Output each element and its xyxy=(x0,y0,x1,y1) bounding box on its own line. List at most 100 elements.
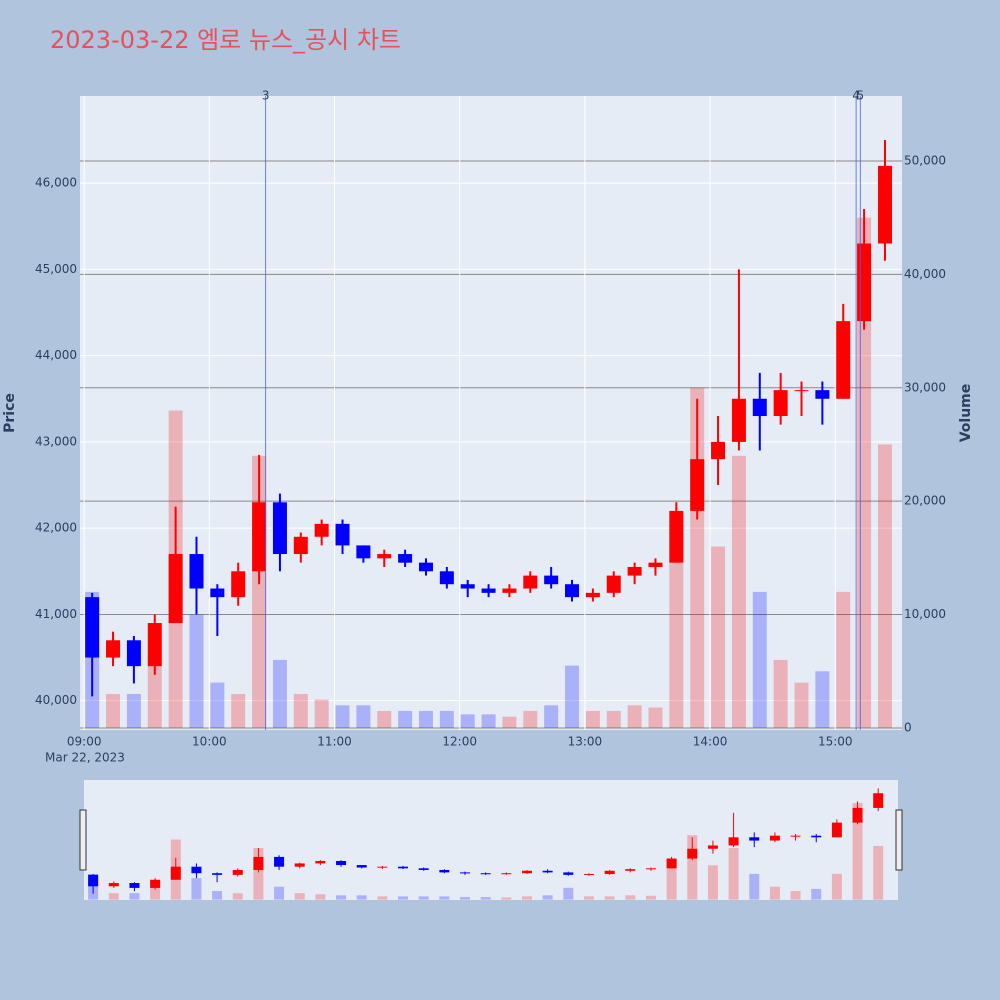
candle-body xyxy=(314,523,329,537)
candle-body xyxy=(836,321,851,399)
volume-bar xyxy=(502,716,517,728)
volume-bar xyxy=(544,705,559,728)
volume-bar xyxy=(126,693,141,728)
range-slider[interactable] xyxy=(84,780,898,900)
slider-volume-bar xyxy=(108,893,119,900)
slider-volume-bar xyxy=(645,895,656,900)
volume-bar xyxy=(523,710,538,728)
x-tick-label: 14:00 xyxy=(693,735,728,749)
slider-candle-body xyxy=(707,845,718,849)
x-tick-label: 09:00 xyxy=(67,735,102,749)
x-tick-label: 11:00 xyxy=(317,735,352,749)
slider-volume-bar xyxy=(439,896,450,900)
candle-body xyxy=(669,510,684,563)
slider-volume-bar xyxy=(294,893,305,900)
volume-bar xyxy=(189,614,204,728)
slider-volume-bar xyxy=(666,860,677,900)
slider-volume-bar xyxy=(356,895,367,900)
candle-body xyxy=(711,441,726,460)
candle-body xyxy=(439,571,454,585)
candle-body xyxy=(815,390,830,399)
y-tick-label: 45,000 xyxy=(35,262,77,276)
slider-volume-bar xyxy=(150,886,161,900)
slider-volume-bar xyxy=(749,873,760,900)
volume-bar xyxy=(836,591,851,728)
volume-bar xyxy=(669,523,684,728)
x-tick-label: 15:00 xyxy=(818,735,853,749)
volume-bar xyxy=(356,705,371,728)
slider-candle-body xyxy=(645,868,656,870)
range-handle[interactable] xyxy=(79,809,87,871)
volume-bar xyxy=(773,659,788,728)
y-tick-label: 42,000 xyxy=(35,521,77,535)
slider-volume-bar xyxy=(707,865,718,900)
candle-body xyxy=(168,554,183,624)
slider-candle-body xyxy=(356,865,367,868)
news-label: 3 xyxy=(262,89,270,103)
slider-volume-bar xyxy=(542,895,553,900)
slider-candle-body xyxy=(336,860,347,866)
slider-candle-body xyxy=(253,856,264,870)
volume-bar xyxy=(565,665,580,728)
x-tick-label: 12:00 xyxy=(442,735,477,749)
slider-candle-body xyxy=(852,807,863,823)
slider-volume-bar xyxy=(604,896,615,900)
slider-candle-body xyxy=(604,870,615,875)
slider-volume-bar xyxy=(253,848,264,900)
slider-candle-body xyxy=(150,879,161,888)
slider-candle-body xyxy=(831,822,842,838)
slider-candle-body xyxy=(315,860,326,864)
slider-candle-body xyxy=(873,793,884,808)
candle-body xyxy=(752,398,767,417)
slider-volume-bar xyxy=(521,896,532,900)
candle-body xyxy=(502,588,517,593)
slider-volume-bar xyxy=(460,897,471,900)
y-tick-label: 44,000 xyxy=(35,348,77,362)
slider-volume-bar xyxy=(191,878,202,900)
volume-bar xyxy=(752,591,767,728)
slider-candle-body xyxy=(480,873,491,875)
volume-bar xyxy=(648,707,663,728)
slider-volume-bar xyxy=(418,896,429,900)
y2-tick-label: 50,000 xyxy=(904,153,946,167)
y-tick-label: 43,000 xyxy=(35,434,77,448)
slider-candle-body xyxy=(88,874,99,887)
slider-volume-bar xyxy=(212,891,223,900)
volume-bar xyxy=(877,444,892,728)
y-tick-label: 40,000 xyxy=(35,693,77,707)
slider-candle-body xyxy=(687,848,698,859)
slider-volume-bar xyxy=(480,897,491,900)
volume-bar xyxy=(377,710,392,728)
candle-body xyxy=(231,571,246,598)
slider-volume-bar xyxy=(129,893,140,900)
volume-bar xyxy=(460,714,475,728)
volume-bar xyxy=(106,693,121,728)
slider-candle-body xyxy=(108,883,119,887)
slider-volume-bar xyxy=(873,845,884,900)
candle-body xyxy=(147,623,162,667)
candle-body xyxy=(293,536,308,555)
slider-volume-bar xyxy=(232,893,243,900)
volume-bar xyxy=(627,705,642,728)
y2-tick-label: 0 xyxy=(904,720,912,734)
volume-bar xyxy=(147,659,162,728)
candle-body xyxy=(857,243,872,322)
slider-candle-body xyxy=(129,883,140,888)
candle-body xyxy=(877,165,892,244)
volume-bar xyxy=(585,710,600,728)
slider-volume-bar xyxy=(790,891,801,900)
slider-candle-body xyxy=(542,870,553,873)
range-handle[interactable] xyxy=(895,809,903,871)
y2-tick-label: 40,000 xyxy=(904,267,946,281)
volume-bar xyxy=(272,659,287,728)
slider-volume-bar xyxy=(811,888,822,900)
slider-candle-body xyxy=(769,835,780,841)
candle-body xyxy=(773,390,788,417)
candle-body xyxy=(565,584,580,598)
slider-candle-body xyxy=(232,869,243,875)
candle-body xyxy=(585,592,600,598)
volume-bar xyxy=(210,682,225,728)
candle-body xyxy=(106,640,121,658)
volume-bar xyxy=(418,710,433,728)
